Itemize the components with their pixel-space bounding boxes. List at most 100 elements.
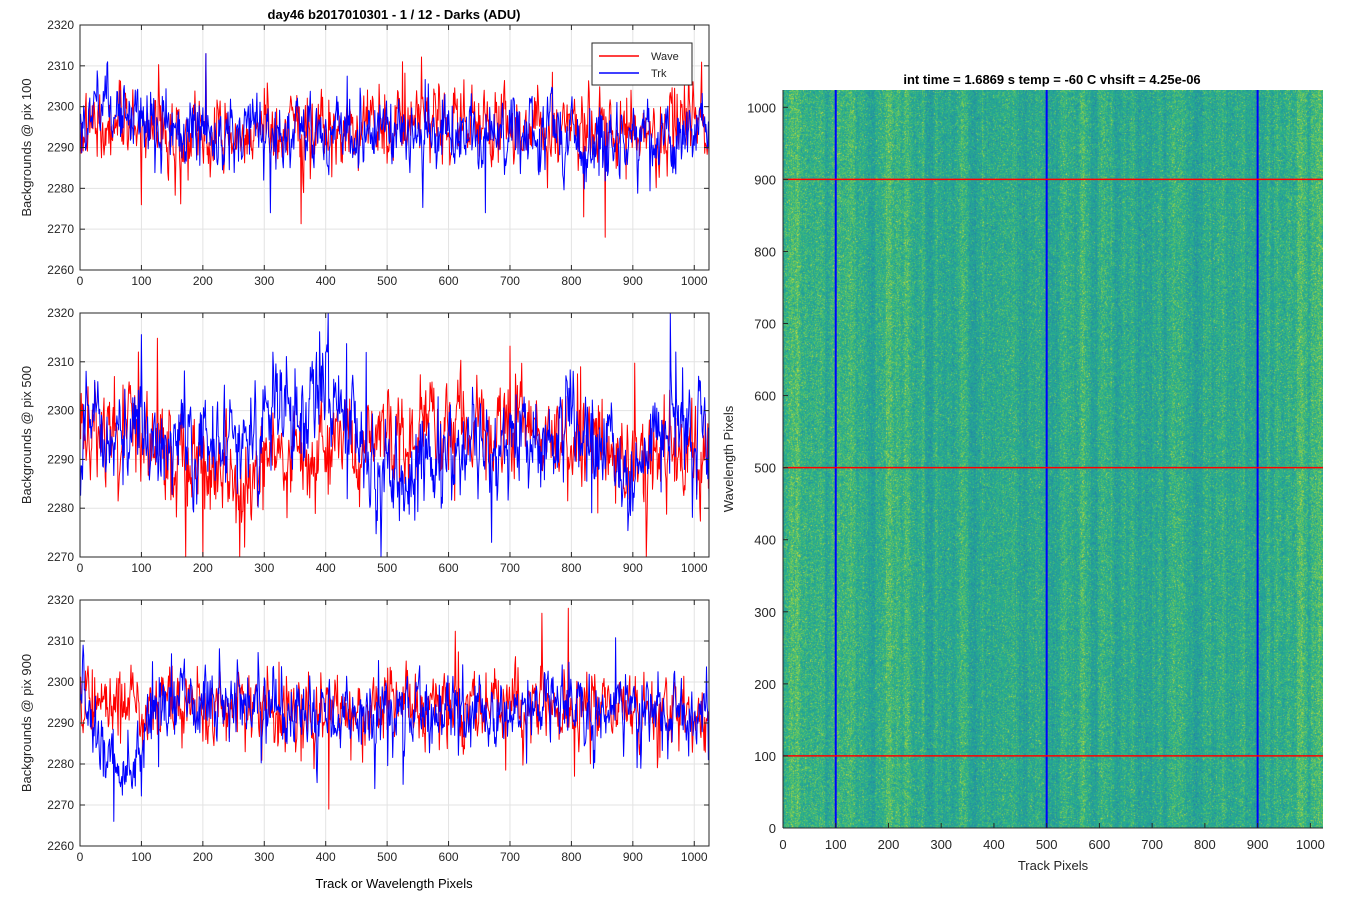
- x-tick-label: 1000: [681, 561, 708, 575]
- heatmap-title: int time = 1.6869 s temp = -60 C vhsift …: [903, 72, 1200, 87]
- line-panels-xlabel: Track or Wavelength Pixels: [315, 876, 473, 891]
- legend: Wave Trk: [591, 42, 693, 86]
- x-tick-label: 800: [1194, 837, 1216, 852]
- x-tick-label: 400: [983, 837, 1005, 852]
- x-tick-label: 500: [377, 274, 397, 288]
- y-tick-label: 2270: [47, 550, 74, 564]
- x-tick-label: 500: [377, 561, 397, 575]
- y-tick-label: 2280: [47, 181, 74, 195]
- series-line-trk: [79, 312, 710, 558]
- x-tick-label: 500: [377, 850, 397, 864]
- x-tick-label: 600: [439, 850, 459, 864]
- y-tick-label: 900: [754, 172, 776, 187]
- x-tick-label: 300: [254, 274, 274, 288]
- y-tick-label: 700: [754, 317, 776, 332]
- x-tick-label: 900: [623, 561, 643, 575]
- legend-label-wave: Wave: [651, 51, 679, 63]
- x-tick-label: 400: [316, 561, 336, 575]
- x-tick-label: 1000: [681, 274, 708, 288]
- heatmap-panel: int time = 1.6869 s temp = -60 C vhsift …: [721, 72, 1325, 873]
- y-tick-label: 2290: [47, 141, 74, 155]
- x-tick-label: 0: [779, 837, 786, 852]
- heatmap-y-label: Wavelength Pixels: [721, 405, 736, 512]
- y-tick-label: 2300: [47, 100, 74, 114]
- y-tick-label: 2270: [47, 798, 74, 812]
- y-tick-label: 300: [754, 605, 776, 620]
- y-tick-label: 2290: [47, 452, 74, 466]
- x-tick-label: 200: [878, 837, 900, 852]
- y-tick-label: 1000: [747, 100, 776, 115]
- y-axis-label: Backgrounds @ pix 100: [19, 78, 34, 216]
- x-tick-label: 1000: [681, 850, 708, 864]
- x-tick-label: 900: [623, 850, 643, 864]
- y-tick-label: 2300: [47, 404, 74, 418]
- y-tick-label: 2260: [47, 263, 74, 277]
- x-tick-label: 700: [500, 850, 520, 864]
- figure-title: day46 b2017010301 - 1 / 12 - Darks (ADU): [268, 7, 521, 22]
- y-tick-label: 2290: [47, 716, 74, 730]
- heatmap-image: [783, 90, 1323, 828]
- x-tick-label: 0: [77, 274, 84, 288]
- x-tick-label: 400: [316, 274, 336, 288]
- x-tick-label: 100: [131, 850, 151, 864]
- y-tick-label: 0: [769, 821, 776, 836]
- y-tick-label: 2310: [47, 634, 74, 648]
- y-tick-label: 2300: [47, 675, 74, 689]
- x-tick-label: 600: [1089, 837, 1111, 852]
- x-tick-label: 0: [77, 850, 84, 864]
- y-tick-label: 2280: [47, 501, 74, 515]
- x-tick-label: 100: [131, 274, 151, 288]
- y-tick-label: 2320: [47, 306, 74, 320]
- x-tick-label: 800: [561, 561, 581, 575]
- y-tick-label: 2270: [47, 222, 74, 236]
- series-line-wave: [79, 607, 710, 810]
- y-tick-label: 2320: [47, 18, 74, 32]
- legend-label-trk: Trk: [651, 68, 667, 80]
- x-tick-label: 0: [77, 561, 84, 575]
- heatmap-x-label: Track Pixels: [1018, 858, 1089, 873]
- x-tick-label: 700: [1141, 837, 1163, 852]
- line-panel-pix-100: 0 100 200 300 400 500 600 700 800 900 1000 2260 2270…: [19, 18, 710, 288]
- y-axis-label: Backgrounds @ pix 500: [19, 366, 34, 504]
- x-tick-label: 600: [439, 561, 459, 575]
- x-tick-label: 700: [500, 274, 520, 288]
- x-tick-label: 1000: [1296, 837, 1325, 852]
- x-tick-label: 700: [500, 561, 520, 575]
- y-tick-label: 600: [754, 389, 776, 404]
- x-tick-label: 900: [623, 274, 643, 288]
- y-tick-label: 2320: [47, 593, 74, 607]
- x-tick-label: 500: [1036, 837, 1058, 852]
- x-tick-label: 100: [131, 561, 151, 575]
- x-tick-label: 200: [193, 561, 213, 575]
- y-tick-label: 800: [754, 244, 776, 259]
- line-panel-pix-900: 0 100 200 300 400 500 600 700 800 900 1000 2260 2270…: [19, 593, 710, 864]
- y-tick-label: 500: [754, 461, 776, 476]
- y-tick-label: 100: [754, 749, 776, 764]
- axes-frame: [79, 312, 710, 558]
- x-tick-label: 300: [254, 850, 274, 864]
- x-tick-label: 600: [439, 274, 459, 288]
- y-tick-label: 2310: [47, 355, 74, 369]
- y-axis-label: Backgrounds @ pix 900: [19, 654, 34, 792]
- legend-box: [591, 42, 693, 86]
- plot-area: [80, 313, 709, 557]
- y-tick-label: 200: [754, 677, 776, 692]
- y-tick-label: 2310: [47, 59, 74, 73]
- x-tick-label: 400: [316, 850, 336, 864]
- x-tick-label: 800: [561, 274, 581, 288]
- y-tick-label: 2260: [47, 839, 74, 853]
- x-tick-label: 200: [193, 274, 213, 288]
- line-panel-pix-500: 0 100 200 300 400 500 600 700 800 900 1000 2270 2280…: [19, 306, 710, 575]
- x-tick-label: 300: [930, 837, 952, 852]
- series-line-trk: [79, 53, 710, 214]
- x-tick-label: 100: [825, 837, 847, 852]
- x-tick-label: 200: [193, 850, 213, 864]
- y-tick-label: 400: [754, 533, 776, 548]
- x-tick-label: 900: [1247, 837, 1269, 852]
- y-tick-label: 2280: [47, 757, 74, 771]
- x-tick-label: 300: [254, 561, 274, 575]
- x-tick-label: 800: [561, 850, 581, 864]
- series-line-trk: [79, 637, 710, 822]
